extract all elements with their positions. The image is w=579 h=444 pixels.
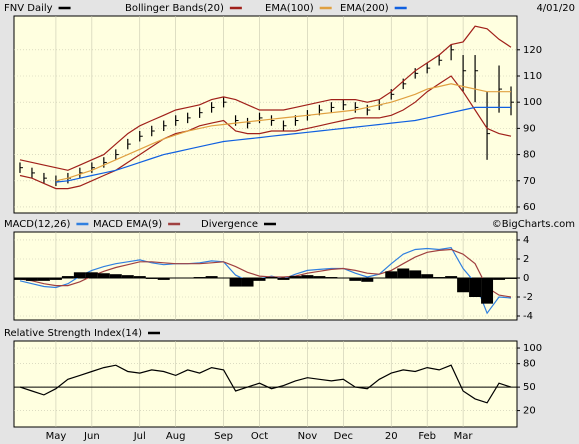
y-tick-label: 110 — [523, 71, 542, 82]
divergence-bar — [289, 276, 302, 278]
x-tick-label: Oct — [251, 431, 268, 442]
y-tick-label: 0 — [523, 273, 529, 284]
x-tick-label: May — [46, 431, 67, 442]
y-tick-label: 50 — [523, 382, 536, 393]
divergence-bar — [481, 277, 494, 304]
divergence-bar — [37, 277, 50, 281]
x-tick-label: Nov — [298, 431, 318, 442]
plot-area — [13, 15, 518, 214]
x-tick-label: 20 — [385, 431, 398, 442]
x-tick-label: Jul — [133, 431, 146, 442]
y-tick-label: -2 — [523, 292, 533, 303]
divergence-bar — [433, 277, 446, 278]
y-tick-label: 100 — [523, 343, 542, 354]
divergence-bar — [277, 277, 290, 280]
divergence-bar — [457, 277, 470, 293]
legend-label: Divergence — [201, 219, 258, 230]
y-tick-label: 90 — [523, 123, 536, 134]
series-line — [55, 83, 511, 182]
divergence-bar — [349, 277, 362, 281]
y-tick-label: 20 — [523, 406, 536, 417]
x-tick-label: Sep — [214, 431, 233, 442]
divergence-bar — [85, 272, 98, 278]
divergence-bar — [157, 277, 170, 280]
legend-label: Relative Strength Index(14) — [4, 328, 142, 339]
x-tick-label: Feb — [418, 431, 436, 442]
legend-label: FNV Daily — [4, 3, 53, 14]
x-tick-label: Mar — [454, 431, 474, 442]
source-label: ©BigCharts.com — [492, 219, 575, 230]
upper-band — [19, 25, 512, 171]
legend-label: Bollinger Bands(20) — [125, 3, 224, 14]
y-tick-label: -4 — [523, 311, 533, 322]
divergence-bar — [253, 277, 266, 281]
y-tick-label: 70 — [523, 176, 536, 187]
divergence-bar — [109, 274, 122, 278]
y-tick-label: 2 — [523, 254, 529, 265]
plot-area — [13, 340, 518, 428]
legend-label: EMA(200) — [340, 3, 389, 14]
x-tick-label: Jun — [83, 431, 100, 442]
lower-band — [19, 75, 512, 190]
divergence-bar — [325, 277, 338, 278]
divergence-bar — [229, 277, 242, 287]
divergence-bar — [313, 276, 326, 278]
y-tick-label: 80 — [523, 359, 536, 370]
divergence-bar — [193, 277, 206, 278]
y-tick-label: 120 — [523, 45, 542, 56]
divergence-bar — [361, 277, 374, 282]
divergence-bar — [265, 277, 278, 278]
series-line — [19, 364, 512, 404]
legend-label: EMA(100) — [265, 3, 314, 14]
divergence-bar — [145, 277, 158, 279]
y-tick-label: 4 — [523, 235, 529, 246]
divergence-bar — [73, 272, 86, 278]
divergence-bar — [505, 277, 517, 279]
y-tick-label: 80 — [523, 150, 536, 161]
divergence-bar — [121, 275, 134, 278]
divergence-bar — [133, 276, 146, 278]
divergence-bar — [421, 274, 434, 278]
divergence-bar — [409, 270, 422, 278]
divergence-bar — [397, 268, 410, 278]
legend-label: MACD(12,26) — [4, 219, 71, 230]
x-tick-label: Dec — [334, 431, 353, 442]
y-tick-label: 60 — [523, 202, 536, 213]
legend-label: MACD EMA(9) — [93, 219, 162, 230]
divergence-bar — [445, 276, 458, 278]
divergence-bar — [385, 271, 398, 278]
divergence-bar — [241, 277, 254, 287]
divergence-bar — [25, 277, 38, 281]
divergence-bar — [97, 273, 110, 278]
divergence-bar — [205, 276, 218, 278]
divergence-bar — [469, 277, 482, 298]
divergence-bar — [61, 276, 74, 278]
divergence-bar — [14, 277, 26, 280]
series-line — [19, 248, 512, 298]
x-tick-label: Aug — [166, 431, 186, 442]
y-tick-label: 100 — [523, 97, 542, 108]
divergence-bar — [301, 275, 314, 278]
divergence-bar — [493, 277, 506, 280]
series-line — [55, 106, 511, 183]
date-label: 4/01/20 — [536, 3, 575, 14]
divergence-bar — [49, 277, 62, 280]
